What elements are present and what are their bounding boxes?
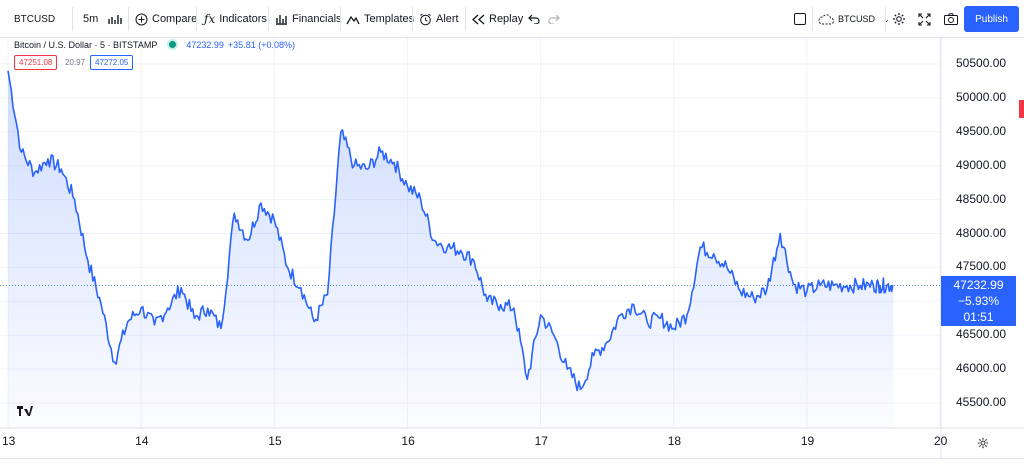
plus-circle-icon	[135, 13, 148, 26]
bar-chart-icon	[275, 13, 288, 25]
compare-label: Compare	[152, 13, 198, 25]
chevron-down-icon: ⌄	[883, 14, 890, 24]
price-line	[7, 70, 894, 392]
financials-label: Financials	[292, 13, 342, 25]
tradingview-logo-icon[interactable]	[17, 406, 33, 419]
compare-button[interactable]: Compare	[135, 0, 197, 38]
toolbar-divider	[412, 7, 413, 31]
alert-marker[interactable]	[1019, 100, 1024, 118]
time-axis-label: 13	[2, 434, 16, 448]
layout-name-label: BTCUSD	[838, 14, 876, 24]
select-layout-checkbox[interactable]	[794, 0, 806, 38]
top-toolbar: BTCUSD 5m Compare ƒx Indicators Financia…	[0, 0, 1024, 38]
bottom-toolbar	[0, 458, 1024, 469]
time-axis-label: 20	[934, 434, 948, 448]
fullscreen-button[interactable]	[918, 0, 931, 38]
legend-change: +35.81 (+0.08%)	[227, 39, 295, 50]
time-axis-label: 17	[534, 434, 548, 448]
time-axis-label: 15	[268, 434, 282, 448]
legend-price: 47232.99	[186, 39, 224, 50]
price-axis-label: 48000.00	[956, 225, 1007, 240]
price-axis-label: 45500.00	[956, 395, 1007, 409]
interval-label: 5m	[83, 13, 99, 25]
templates-label: Templates	[364, 13, 415, 25]
toolbar-divider	[268, 7, 269, 31]
interval-button[interactable]: 5m	[83, 0, 98, 38]
templates-button[interactable]: Templates	[346, 0, 414, 38]
time-axis-label: 18	[667, 434, 682, 448]
replay-label: Replay	[489, 13, 524, 25]
price-axis-label: 49500.00	[956, 123, 1007, 138]
redo-button[interactable]	[548, 0, 560, 38]
time-axis-label: 16	[401, 434, 415, 448]
indicators-button[interactable]: ƒx Indicators	[204, 0, 267, 38]
last-price-tag: 47232.99 −5.93% 01:51	[941, 276, 1016, 326]
time-axis-label: 14	[135, 434, 149, 448]
chart-legend: Bitcoin / U.S. Dollar · 5 · BITSTAMP 472…	[14, 39, 295, 50]
sell-price-box[interactable]: 47251.08	[14, 55, 58, 70]
price-axis-label: 49000.00	[956, 157, 1007, 172]
publish-button[interactable]: Publish	[964, 6, 1019, 32]
alert-button[interactable]: Alert	[419, 0, 459, 38]
price-chart[interactable]	[0, 38, 1024, 468]
square-icon	[794, 13, 806, 25]
buy-price-box[interactable]: 47272.05	[90, 55, 134, 70]
fullscreen-icon	[918, 12, 931, 26]
alarm-clock-icon	[419, 13, 432, 26]
symbol-search-button[interactable]: BTCUSD	[14, 0, 55, 38]
rewind-icon	[472, 14, 485, 25]
price-axis-label: 46500.00	[956, 327, 1007, 342]
redo-icon	[548, 14, 560, 24]
toolbar-divider	[885, 7, 886, 31]
bars-icon	[108, 13, 122, 25]
toolbar-divider	[196, 7, 197, 31]
symbol-label: BTCUSD	[14, 13, 56, 25]
settings-button[interactable]	[892, 0, 906, 38]
toolbar-divider	[128, 7, 129, 31]
camera-icon	[944, 13, 958, 25]
series-title: Bitcoin / U.S. Dollar · 5 · BITSTAMP	[14, 39, 158, 50]
price-axis-label: 46000.00	[956, 361, 1007, 376]
toolbar-divider	[812, 7, 813, 31]
snapshot-button[interactable]	[944, 0, 958, 38]
gear-icon	[892, 12, 906, 26]
price-axis-label: 48500.00	[956, 191, 1007, 206]
last-price-value: 47232.99	[953, 278, 1004, 292]
indicators-label: Indicators	[219, 13, 267, 25]
price-axis-label: 47500.00	[956, 259, 1007, 274]
publish-label: Publish	[975, 13, 1008, 25]
undo-icon	[528, 14, 540, 24]
alert-label: Alert	[436, 13, 459, 25]
cloud-icon	[818, 13, 834, 25]
market-open-dot	[167, 39, 179, 50]
function-icon: ƒx	[204, 12, 216, 26]
toolbar-divider	[340, 7, 341, 31]
toolbar-divider	[72, 7, 73, 31]
replay-button[interactable]: Replay	[472, 0, 523, 38]
layout-save-button[interactable]: BTCUSD ⌄	[818, 0, 890, 38]
templates-icon	[346, 13, 360, 25]
last-price-change: −5.93%	[957, 294, 1000, 308]
price-axis-label: 50500.00	[956, 56, 1007, 70]
financials-button[interactable]: Financials	[275, 0, 342, 38]
chart-type-button[interactable]	[108, 0, 122, 38]
price-axis-label: 50000.00	[956, 89, 1007, 104]
undo-button[interactable]	[528, 0, 540, 38]
time-axis-label: 19	[800, 434, 815, 448]
axis-settings-gear-icon[interactable]	[977, 436, 989, 454]
bar-countdown: 01:51	[963, 310, 994, 324]
spread-value: 20.97	[65, 58, 86, 67]
toolbar-divider	[465, 7, 466, 31]
